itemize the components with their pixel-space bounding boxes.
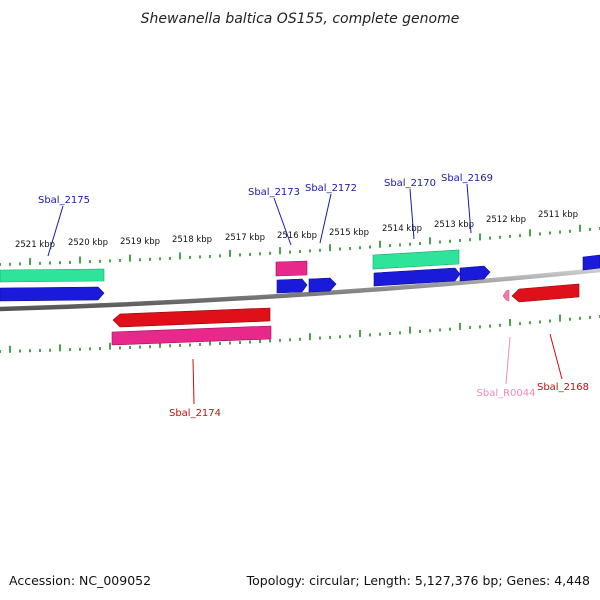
gene-label-sbal-2172[interactable]: Sbal_2172 bbox=[305, 183, 357, 194]
gene-label-sbal-2175[interactable]: Sbal_2175 bbox=[38, 195, 90, 206]
genome-summary-text: Topology: circular; Length: 5,127,376 bp… bbox=[246, 573, 590, 588]
cds-feature-sbal-2172[interactable] bbox=[308, 277, 337, 293]
gene-label-sbal-2170[interactable]: Sbal_2170 bbox=[384, 178, 436, 189]
cds-feature-sbal-2168[interactable] bbox=[511, 283, 580, 303]
gene-labels: Sbal_2175 Sbal_2173 Sbal_2172 Sbal_2170 … bbox=[38, 173, 589, 419]
scale-label: 2515 kbp bbox=[329, 228, 369, 238]
scale-labels: 2521 kbp 2520 kbp 2519 kbp 2518 kbp 2517… bbox=[15, 210, 578, 250]
scale-label: 2520 kbp bbox=[68, 238, 108, 248]
scale-label: 2512 kbp bbox=[486, 215, 526, 225]
gene-label-sbal-r0044[interactable]: Sbal_R0044 bbox=[477, 388, 536, 399]
label-leaders bbox=[47, 183, 563, 405]
gene-label-sbal-2174[interactable]: Sbal_2174 bbox=[169, 408, 221, 419]
cds-feature-sbal-2170[interactable] bbox=[373, 267, 461, 287]
cds-feature-edge[interactable] bbox=[582, 254, 600, 271]
reverse-gene-track bbox=[111, 283, 580, 346]
gene-label-sbal-2173[interactable]: Sbal_2173 bbox=[248, 187, 300, 198]
cds-feature-sbal-2174[interactable] bbox=[112, 307, 271, 328]
gene-feature-sbal-2170[interactable] bbox=[372, 249, 460, 270]
accession-text: Accession: NC_009052 bbox=[9, 573, 151, 588]
cds-feature-sbal-2169[interactable] bbox=[459, 265, 491, 282]
map-title: Shewanella baltica OS155, complete genom… bbox=[141, 11, 460, 27]
scale-label: 2517 kbp bbox=[225, 233, 265, 243]
inner-tick-track bbox=[0, 314, 600, 353]
forward-gene-track bbox=[0, 249, 600, 302]
scale-label: 2521 kbp bbox=[15, 240, 55, 250]
scale-label: 2514 kbp bbox=[382, 224, 422, 234]
scale-label: 2519 kbp bbox=[120, 237, 160, 247]
cds-feature-sbal-2175[interactable] bbox=[0, 286, 105, 302]
gene-feature-sbal-2173[interactable] bbox=[275, 260, 308, 277]
gene-feature-sbal-2174[interactable] bbox=[111, 325, 272, 346]
gene-feature-sbal-2175[interactable] bbox=[0, 268, 105, 283]
cds-feature-sbal-2173[interactable] bbox=[276, 278, 308, 294]
rna-feature-sbal-r0044[interactable] bbox=[502, 289, 510, 302]
genome-backbone bbox=[0, 267, 600, 312]
gene-label-sbal-2168[interactable]: Sbal_2168 bbox=[537, 382, 589, 393]
scale-label: 2518 kbp bbox=[172, 235, 212, 245]
scale-label: 2511 kbp bbox=[538, 210, 578, 220]
scale-label: 2513 kbp bbox=[434, 220, 474, 230]
gene-label-sbal-2169[interactable]: Sbal_2169 bbox=[441, 173, 493, 184]
scale-label: 2516 kbp bbox=[277, 231, 317, 241]
outer-tick-track bbox=[0, 224, 600, 266]
